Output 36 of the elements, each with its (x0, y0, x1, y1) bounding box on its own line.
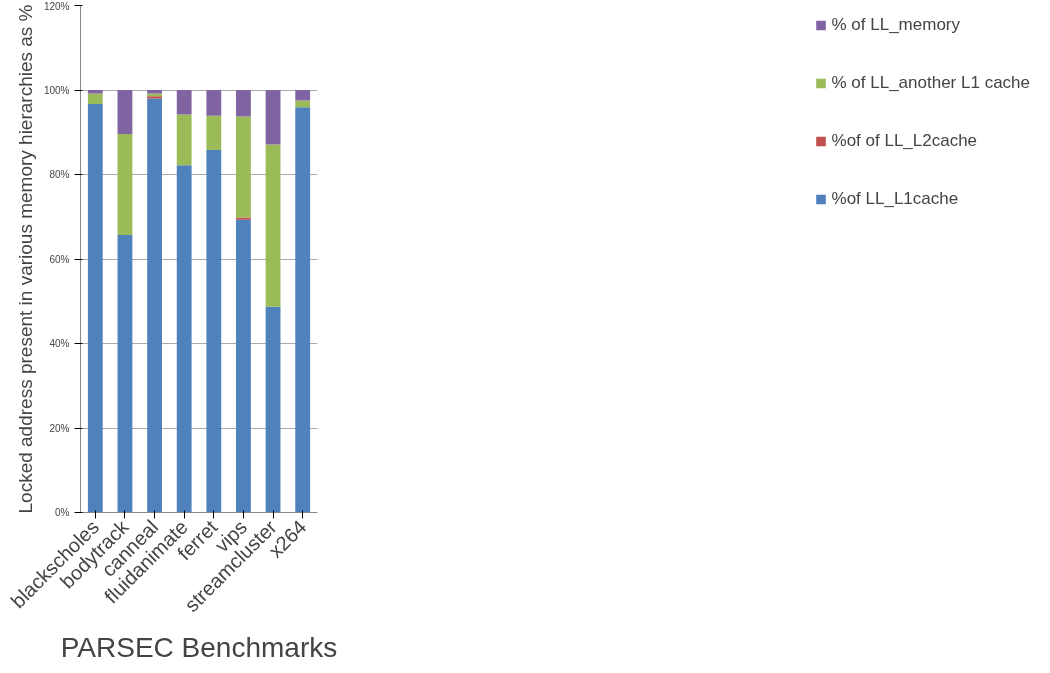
x-axis-title: PARSEC Benchmarks (60, 631, 338, 663)
bar (176, 114, 192, 166)
bar (236, 217, 251, 220)
bar (236, 90, 251, 117)
y-tick-label: 80% (49, 169, 70, 180)
bar (87, 90, 103, 94)
bar (236, 116, 251, 218)
bar (117, 90, 133, 134)
bar (87, 93, 103, 104)
bar (295, 90, 311, 101)
y-tick-label: 20% (49, 422, 70, 434)
y-tick-label: 40% (49, 338, 70, 349)
y-axis-title: Locked address present in various memory hierarchies as % (14, 4, 36, 514)
bar (206, 149, 222, 513)
y-tick-label: 60% (49, 253, 70, 265)
bar (206, 90, 222, 116)
bar (265, 306, 281, 513)
bar (236, 219, 251, 513)
y-tick-label: 0% (55, 507, 70, 518)
bar (265, 90, 281, 145)
y-tick-label: 120% (43, 0, 70, 12)
y-tick-label: 100% (43, 84, 70, 96)
bar (206, 115, 222, 150)
bar (87, 103, 103, 513)
bar (295, 100, 311, 108)
bar (117, 133, 133, 235)
bar (147, 98, 162, 513)
legend-label: % of LL_memory (831, 15, 961, 35)
bar (117, 234, 133, 513)
bar (176, 165, 192, 513)
legend-label: % of LL_another L1 cache (831, 73, 1030, 93)
bar (176, 90, 192, 115)
legend-label: %of of LL_L2cache (831, 131, 978, 151)
bar (265, 144, 281, 307)
legend-label: %of LL_L1cache (831, 189, 959, 209)
bar (295, 107, 311, 513)
